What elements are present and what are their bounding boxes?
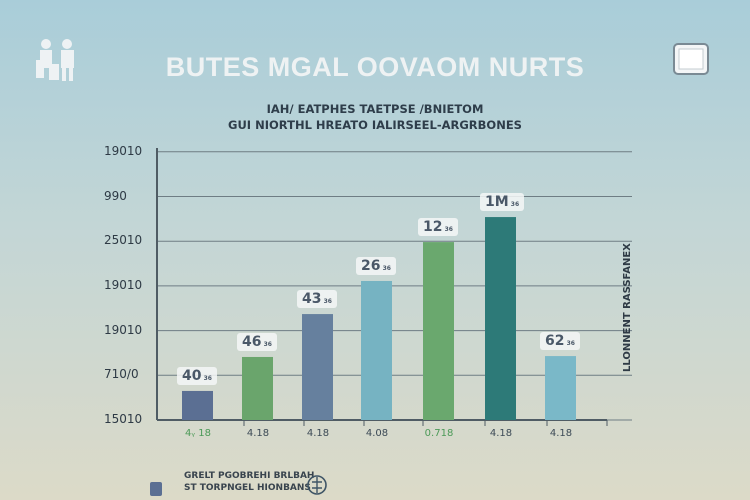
y-tick-label: 710/0: [104, 367, 139, 382]
x-tick-label: 4.18: [489, 428, 513, 439]
y-tick-label: 19010: [104, 322, 143, 337]
bar: [242, 356, 273, 420]
y-tick-label: 990: [104, 188, 127, 203]
y-axis-label: LLONNENT RASSFANEX: [622, 243, 633, 372]
legend-item: ST TORPNGEL HIONBANS: [184, 483, 311, 493]
bar: [302, 314, 333, 420]
x-tick-label: 0.718: [424, 428, 454, 439]
data-label: 1M 36: [480, 193, 525, 212]
y-tick-label: 15010: [104, 412, 143, 426]
bar: [182, 390, 213, 420]
x-tick-label: 4.18: [246, 428, 270, 439]
data-label: 43 36: [297, 290, 337, 309]
bar: [545, 356, 576, 420]
chart-subtitle-2: GUI NIORTHL HREATO IALIRSEEL-ARGRBONES: [228, 118, 522, 132]
x-tick-label: 4.18: [549, 428, 573, 439]
data-label-value: 43: [302, 291, 322, 308]
data-label: 26 36: [356, 256, 396, 275]
x-tick-label: 4.18: [306, 428, 330, 439]
data-label-value: 26: [361, 257, 381, 274]
legend-item: GRELT PGOBREHI BRLBAH: [184, 471, 315, 481]
tv-icon: [673, 43, 709, 75]
chart-title: BUTES MGAL OOVAOM NURTS: [165, 52, 585, 82]
bar: [423, 242, 454, 420]
chart-subtitle-1: IAH/ EATPHES TAETPSE /BNIETOM: [266, 102, 484, 116]
data-label-value: 12: [423, 219, 443, 236]
bar: [485, 217, 516, 420]
legend-swatch: [150, 482, 162, 496]
y-tick-label: 19010: [104, 143, 143, 158]
data-label: 40 36: [177, 366, 217, 385]
people-icon: [36, 39, 74, 81]
data-label-value: 62: [545, 333, 565, 350]
x-tick-label: 4.08: [365, 428, 389, 439]
data-label-value: 46: [242, 333, 262, 350]
data-label-value: 40: [182, 367, 202, 384]
x-tick-label: 4ᵧ 18: [185, 428, 211, 439]
data-label: 46 36: [237, 332, 277, 351]
bar: [361, 280, 392, 420]
legend-text: GRELT PGOBREHI BRLBAH ST TORPNGEL HIONBAN…: [184, 470, 314, 494]
data-label: 12 36: [418, 218, 458, 237]
globe-icon: [307, 475, 327, 495]
data-label-value: 1M: [485, 194, 509, 211]
y-tick-label: 25010: [104, 233, 143, 248]
y-tick-label: 19010: [104, 277, 143, 292]
data-label: 62 36: [540, 332, 580, 351]
